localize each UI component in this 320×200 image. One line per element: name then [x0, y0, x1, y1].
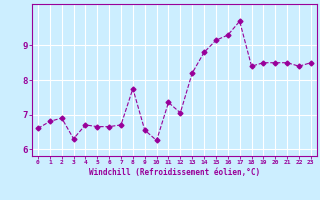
- X-axis label: Windchill (Refroidissement éolien,°C): Windchill (Refroidissement éolien,°C): [89, 168, 260, 177]
